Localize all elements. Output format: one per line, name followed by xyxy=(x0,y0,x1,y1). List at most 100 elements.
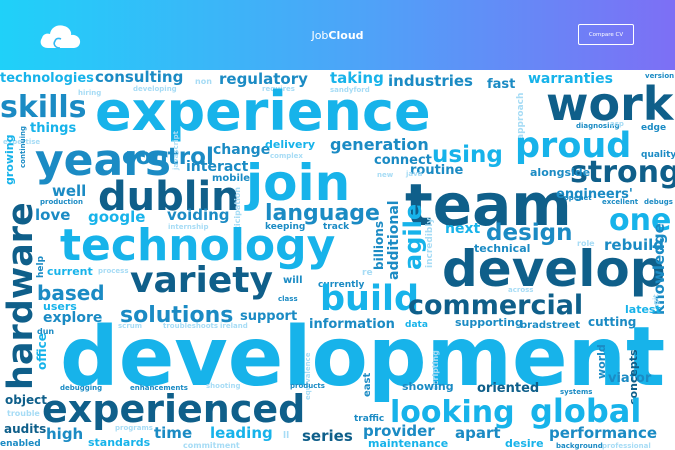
cloud-word: latest xyxy=(625,303,661,316)
cloud-word: strong xyxy=(570,155,675,190)
cloud-word: warranties xyxy=(528,71,613,87)
cloud-word: generation xyxy=(330,135,429,154)
cloud-icon[interactable] xyxy=(38,20,82,50)
app-header: JobCloud Compare CV xyxy=(0,0,675,70)
cloud-word: routine xyxy=(410,163,464,178)
cloud-word: traffic xyxy=(354,414,384,424)
cloud-word: debugging xyxy=(60,384,102,392)
cloud-word: javascript xyxy=(172,130,180,171)
cloud-word: re xyxy=(362,268,373,278)
cloud-word: solutions xyxy=(120,303,233,328)
cloud-word: developing xyxy=(133,85,177,93)
cloud-word: quality xyxy=(641,150,675,160)
cloud-word: join xyxy=(244,154,350,212)
cloud-word: provider xyxy=(363,422,435,440)
cloud-word: users xyxy=(43,300,77,313)
cloud-word: time xyxy=(154,424,192,442)
cloud-word: commercial xyxy=(408,290,583,321)
cloud-word: ireland xyxy=(220,322,248,330)
cloud-word: series xyxy=(302,427,353,445)
cloud-word: currently xyxy=(318,280,365,290)
cloud-word: requires xyxy=(262,85,295,93)
cloud-word: continuing xyxy=(19,126,27,168)
cloud-word: next xyxy=(445,221,480,237)
cloud-word: office xyxy=(35,333,49,370)
cloud-word: dublin xyxy=(98,174,240,220)
cloud-word: fast xyxy=(487,77,515,92)
cloud-word: data xyxy=(405,320,428,330)
cloud-word: regulatory xyxy=(219,70,308,88)
cloud-word: proud xyxy=(515,126,631,166)
cloud-word: variety xyxy=(130,260,273,301)
cloud-word: help xyxy=(36,255,46,278)
cloud-word: will xyxy=(283,275,303,286)
cloud-word: new xyxy=(377,171,394,179)
cloud-word: dun xyxy=(37,327,54,336)
cloud-word: expertise xyxy=(3,138,40,146)
cloud-word: audits xyxy=(4,422,46,436)
cloud-word: delivery xyxy=(265,138,315,151)
cloud-word: growing xyxy=(3,135,16,186)
cloud-word: information xyxy=(309,317,395,332)
cloud-word: shooting xyxy=(206,382,241,390)
cloud-word: experienced xyxy=(42,387,305,431)
compare-cv-button[interactable]: Compare CV xyxy=(578,24,634,45)
cloud-word: well xyxy=(52,182,86,200)
cloud-word: billions xyxy=(372,221,386,270)
cloud-word: knowledge xyxy=(650,223,668,315)
cloud-word: professional xyxy=(602,442,651,450)
cloud-word: cutting xyxy=(588,315,636,329)
cloud-word: develop xyxy=(442,240,666,298)
cloud-word: bradstreet xyxy=(520,320,580,331)
cloud-word: diagnosing xyxy=(576,122,620,130)
cloud-word: global xyxy=(530,392,641,430)
cloud-word: scripting xyxy=(431,350,440,390)
cloud-word: sandyford xyxy=(330,86,370,94)
cloud-word: incredibly xyxy=(425,218,435,268)
cloud-word: internship xyxy=(168,223,208,231)
cloud-word: ll xyxy=(283,431,289,441)
cloud-word: asp xyxy=(610,120,624,128)
cloud-word: debugs xyxy=(644,198,673,206)
cloud-word: mobile xyxy=(212,173,250,184)
cloud-word: track xyxy=(323,222,350,232)
cloud-word: agile xyxy=(399,204,427,270)
cloud-word: things xyxy=(30,121,76,136)
cloud-word: supporting xyxy=(455,316,523,329)
cloud-word: edge xyxy=(641,123,666,133)
cloud-word: hardware xyxy=(1,202,41,390)
cloud-word: industries xyxy=(388,72,473,90)
cloud-word: design xyxy=(486,220,572,246)
cloud-word: development xyxy=(60,310,665,405)
cloud-word: technologies xyxy=(0,71,94,86)
cloud-word: production xyxy=(40,198,83,206)
cloud-word: connect xyxy=(374,153,432,168)
brand-suffix: Cloud xyxy=(328,29,364,42)
cloud-word: rebuild xyxy=(604,236,664,254)
cloud-word: high xyxy=(46,425,83,443)
cloud-word: role xyxy=(577,239,595,248)
cloud-word: one xyxy=(609,203,671,238)
word-cloud: technologies consulting non regulatory takin… xyxy=(0,70,675,450)
cloud-word: explore xyxy=(43,310,102,326)
cloud-word: standards xyxy=(88,436,151,449)
cloud-word: programs xyxy=(115,424,153,432)
cloud-word: openet xyxy=(564,194,592,202)
cloud-word: apart xyxy=(455,424,501,442)
cloud-word: viator xyxy=(608,371,652,386)
cloud-word: experience xyxy=(95,80,431,143)
cloud-word: git xyxy=(652,294,660,305)
cloud-word: build xyxy=(320,279,419,319)
cloud-word: looking xyxy=(390,395,515,430)
cloud-word: change xyxy=(213,142,270,158)
cloud-word: additional xyxy=(386,200,402,280)
cloud-word: enabled xyxy=(0,439,41,449)
cloud-word: oriented xyxy=(477,381,539,396)
cloud-word: scrum xyxy=(118,322,142,330)
cloud-word: interact xyxy=(186,159,249,175)
cloud-word: voiding xyxy=(167,206,230,224)
cloud-word: equivalence xyxy=(304,352,312,400)
cloud-word: participation xyxy=(233,187,242,245)
cloud-word: team xyxy=(405,171,572,239)
cloud-word: trouble xyxy=(7,409,40,418)
